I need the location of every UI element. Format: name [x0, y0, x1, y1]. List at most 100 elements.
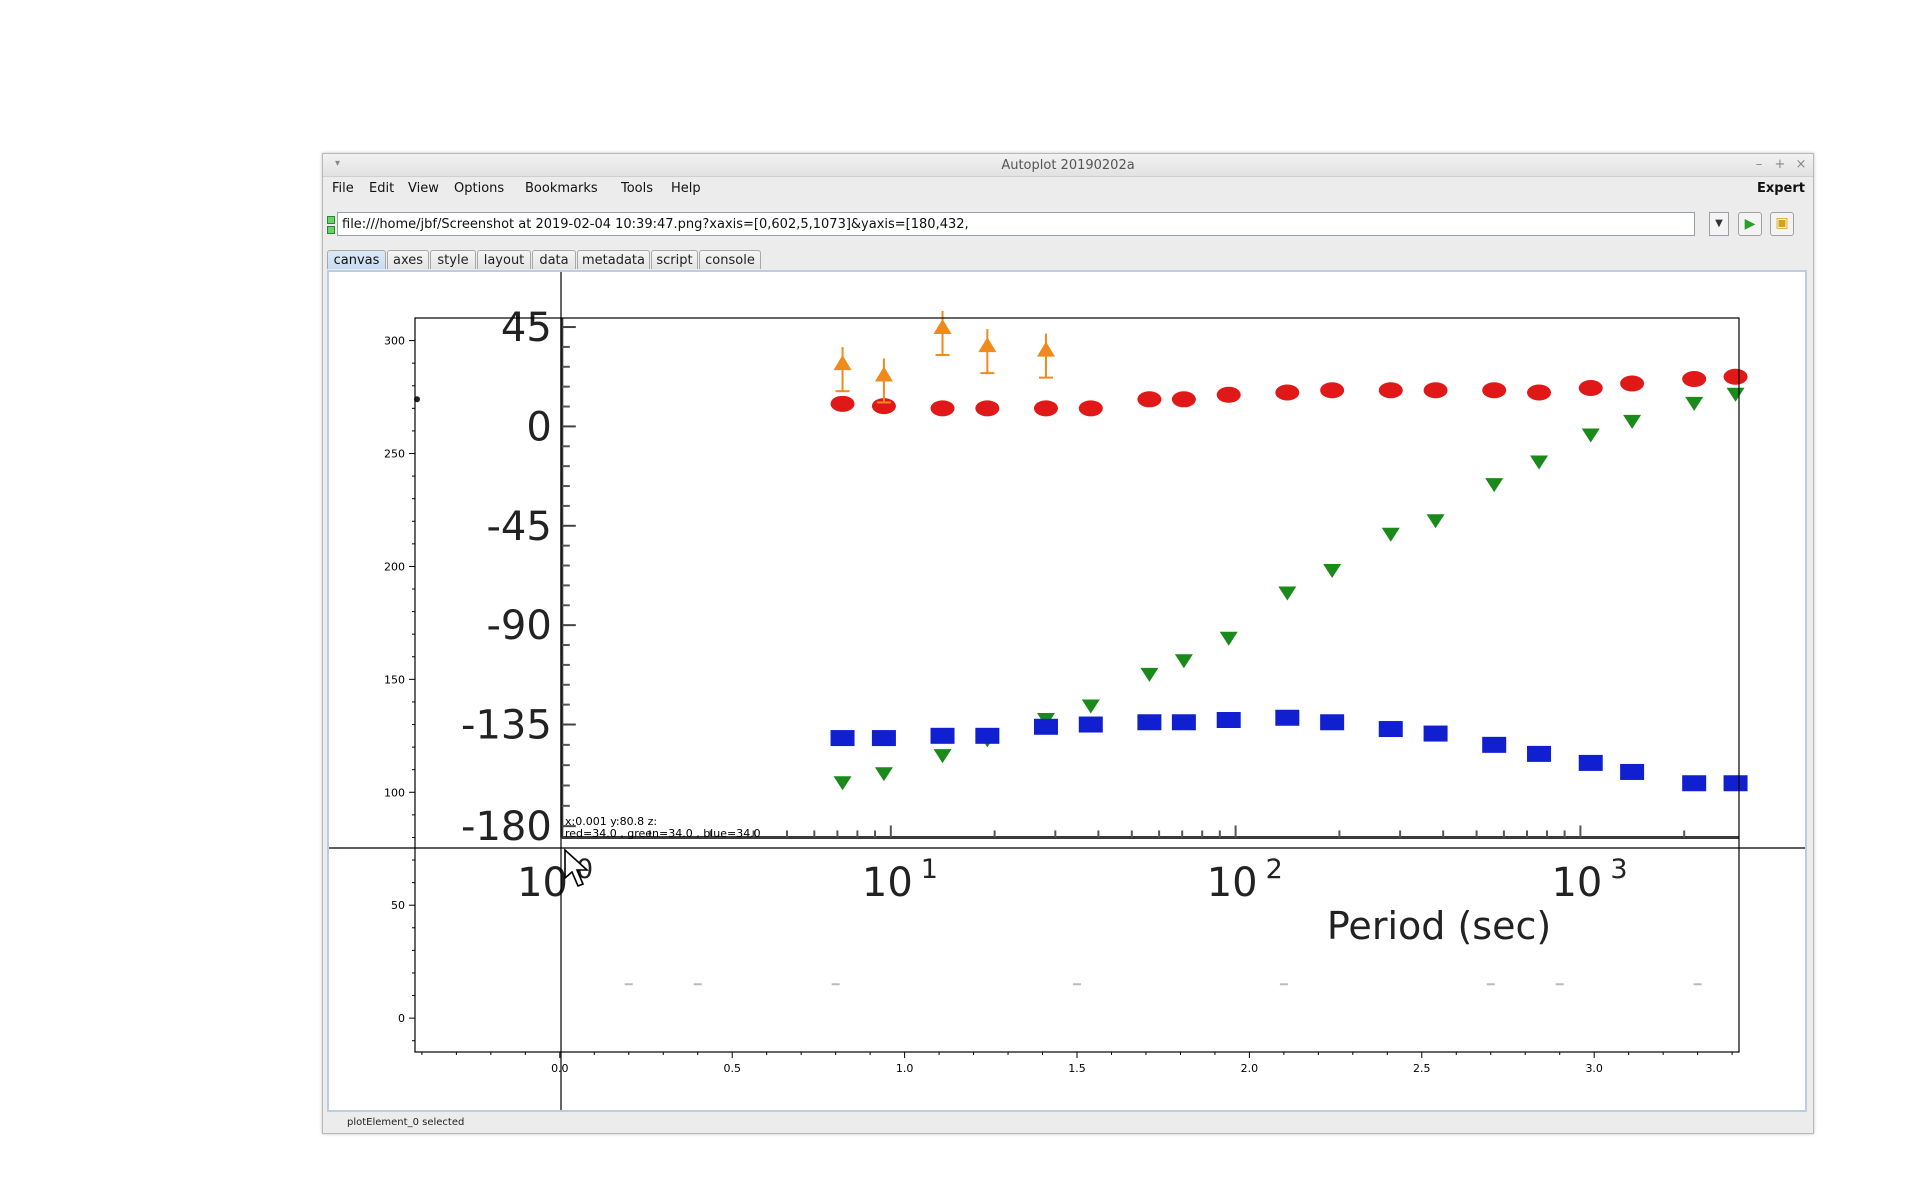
data-point-green [1323, 563, 1342, 578]
plot-go-button[interactable]: ▶ [1738, 212, 1762, 236]
tab-data[interactable]: data [532, 250, 576, 269]
title-bar[interactable]: ▾ Autoplot 20190202a – + × [323, 154, 1813, 177]
x-tick-label: 0.0 [551, 1062, 569, 1075]
y-tick-label: 100 [384, 786, 405, 799]
embedded-x-label-exponent: 3 [1610, 854, 1627, 885]
tab-canvas[interactable]: canvas [327, 250, 386, 269]
data-point-red [1423, 382, 1448, 399]
menu-bookmarks[interactable]: Bookmarks [525, 181, 598, 196]
data-point-blue [1275, 709, 1300, 726]
data-point-red [1171, 391, 1196, 408]
menu-file[interactable]: File [332, 181, 354, 196]
data-point-green [1685, 396, 1704, 411]
window-menu-icon[interactable]: ▾ [335, 158, 341, 169]
data-point-green [1174, 654, 1193, 669]
data-point-red [1578, 380, 1603, 397]
tab-script[interactable]: script [651, 250, 698, 269]
menu-tools[interactable]: Tools [621, 181, 654, 196]
data-point-blue [830, 730, 855, 747]
tab-console[interactable]: console [699, 250, 761, 269]
status-bar: plotElement_0 selected [323, 1114, 1813, 1132]
data-point-blue [1033, 718, 1058, 735]
data-point-blue [975, 727, 1000, 744]
data-point-orange [933, 319, 952, 335]
data-point-red [1482, 382, 1507, 399]
data-point-red [1216, 386, 1241, 403]
data-point-blue [1682, 775, 1707, 792]
data-point-red [830, 395, 855, 412]
data-point-green [1623, 414, 1642, 429]
window-title: Autoplot 20190202a [1001, 158, 1135, 173]
tab-axes[interactable]: axes [387, 250, 429, 269]
open-file-button[interactable]: ▣ [1770, 212, 1794, 236]
y-tick-label: 0 [398, 1012, 405, 1025]
data-point-red [1137, 391, 1162, 408]
data-point-green [1081, 699, 1100, 714]
data-point-orange [833, 355, 852, 371]
embedded-x-label-base: 10 [1551, 860, 1602, 906]
data-point-green [933, 749, 952, 764]
data-point-red [1078, 400, 1103, 417]
tab-layout[interactable]: layout [477, 250, 531, 269]
y-tick-label: 200 [384, 560, 405, 573]
embedded-x-label-base: 10 [1207, 860, 1258, 906]
embedded-y-label: 0 [526, 404, 551, 450]
plot-canvas[interactable]: 450-45-90-135-180100101102103Period (sec… [329, 272, 1805, 1110]
x-tick-label: 2.5 [1413, 1062, 1431, 1075]
data-point-red [975, 400, 1000, 417]
y-tick-label: 250 [384, 448, 405, 461]
embedded-image: 450-45-90-135-180100101102103Period (sec… [414, 305, 1748, 986]
x-tick-label: 1.0 [896, 1062, 914, 1075]
menu-edit[interactable]: Edit [369, 181, 395, 196]
x-tick-label: 2.0 [1241, 1062, 1259, 1075]
data-point-red [1275, 384, 1300, 401]
menu-bar: File Edit View Options Bookmarks Tools H… [323, 177, 1813, 199]
data-point-green [1278, 586, 1297, 601]
chevron-down-icon: ▼ [1715, 218, 1723, 229]
folder-icon: ▣ [1775, 215, 1789, 231]
embedded-y-label: -45 [486, 504, 551, 550]
crosshair-readout-line-1: x:0.001 y:80.8 z: [565, 815, 657, 828]
data-point-blue [1620, 763, 1645, 780]
status-indicator-icon [327, 216, 335, 234]
embedded-y-label: -180 [461, 804, 552, 850]
data-point-green [1581, 428, 1600, 443]
menu-view[interactable]: View [408, 181, 439, 196]
embedded-y-label: -90 [486, 603, 551, 649]
embedded-x-label-base: 10 [517, 860, 568, 906]
data-point-green [1726, 387, 1745, 402]
embedded-x-label-exponent: 2 [1266, 854, 1283, 885]
embedded-x-label-base: 10 [862, 860, 913, 906]
data-point-blue [1527, 745, 1552, 762]
close-icon[interactable]: × [1795, 157, 1807, 172]
embedded-x-label-exponent: 1 [921, 854, 938, 885]
data-point-blue [1578, 754, 1603, 771]
data-point-green [1485, 478, 1504, 493]
data-point-orange [978, 337, 997, 353]
data-point-blue [1171, 714, 1196, 731]
uri-history-dropdown-button[interactable]: ▼ [1709, 212, 1729, 236]
data-point-blue [1216, 712, 1241, 729]
x-tick-label: 1.5 [1068, 1062, 1086, 1075]
tab-style[interactable]: style [430, 250, 476, 269]
expert-mode-label[interactable]: Expert [1756, 181, 1805, 196]
data-point-blue [1482, 736, 1507, 753]
y-tick-label: 150 [384, 673, 405, 686]
data-uri-input[interactable]: file:///home/jbf/Screenshot at 2019-02-0… [337, 212, 1695, 236]
maximize-icon[interactable]: + [1774, 157, 1786, 172]
url-bar: file:///home/jbf/Screenshot at 2019-02-0… [323, 210, 1813, 240]
data-point-orange [1036, 341, 1055, 357]
canvas-panel[interactable]: 450-45-90-135-180100101102103Period (sec… [327, 270, 1807, 1112]
menu-options[interactable]: Options [454, 181, 505, 196]
data-point-red [1033, 400, 1058, 417]
data-point-red [1527, 384, 1552, 401]
tab-metadata[interactable]: metadata [577, 250, 650, 269]
crosshair: x:0.001 y:80.8 z: red=34.0 , green=34.0 … [329, 272, 1805, 1110]
data-point-green [1381, 527, 1400, 542]
minimize-icon[interactable]: – [1755, 157, 1763, 172]
menu-help[interactable]: Help [671, 181, 701, 196]
crosshair-readout-line-2: red=34.0 , green=34.0 , blue=34.0 [565, 827, 761, 840]
x-tick-label: 3.0 [1585, 1062, 1603, 1075]
y-tick-label: 50 [391, 899, 405, 912]
